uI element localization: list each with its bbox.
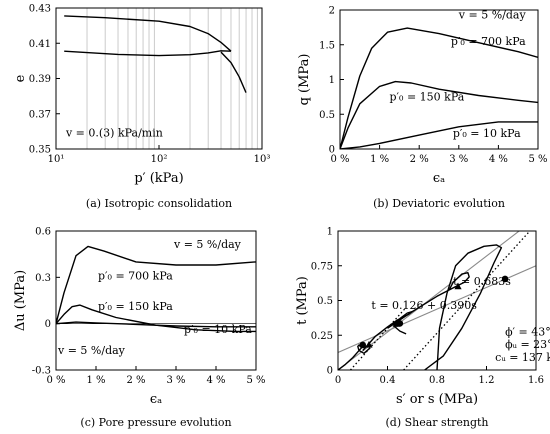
annotation: p′₀ = 10 kPa	[184, 323, 252, 336]
series-line	[220, 51, 247, 93]
series-line	[56, 321, 256, 328]
panel-deviatoric-evolution: 0 % 1 % 2 % 3 % 4 % 5 % 0 0.5 1 1.5 2 ϵₐ q (MPa) v = …	[297, 6, 548, 211]
annotation: cᵤ = 137 kPa	[495, 351, 550, 364]
y-tick-label: 1	[327, 227, 333, 238]
y-tick-label: 2	[329, 6, 335, 17]
x-tick-label: 1.2	[479, 375, 495, 386]
x-tick-label: 5 %	[246, 375, 265, 386]
y-tick-label: 0.35	[29, 145, 51, 156]
annotation: t = 0.683s	[453, 275, 511, 288]
annotation: p′₀ = 10 kPa	[453, 127, 521, 140]
annotation: p′₀ = 150 kPa	[98, 300, 173, 313]
y-axis-label: Δu (MPa)	[13, 270, 28, 331]
plot-frame	[55, 230, 257, 371]
y-axis-label: q (MPa)	[297, 54, 312, 106]
y-tick-label: 0.25	[311, 331, 333, 342]
y-tick-label: 0.39	[29, 74, 51, 85]
y-tick-label: 1.5	[319, 40, 335, 51]
x-tick-label: 5 %	[528, 154, 547, 165]
y-tick-label: 0	[327, 366, 333, 377]
x-tick-label: 1 %	[370, 154, 389, 165]
y-tick-label: 1	[329, 75, 335, 86]
annotation: p′₀ = 700 kPa	[98, 270, 173, 283]
x-tick-label: 2 %	[126, 375, 145, 386]
x-tick-label: 1 %	[86, 375, 105, 386]
x-tick-label: 0 %	[46, 375, 65, 386]
dotted-line	[403, 231, 531, 370]
annotation: v = 5 %/day	[57, 344, 126, 357]
series-line	[424, 244, 503, 370]
y-tick-label: 0.5	[319, 110, 335, 121]
series-line	[56, 245, 256, 324]
y-tick-label: 0.41	[29, 39, 51, 50]
reference-line	[338, 231, 521, 370]
marker-triangle	[454, 282, 462, 290]
series-line	[387, 272, 470, 329]
y-tick-label: 0.3	[35, 273, 51, 284]
x-tick-label: 10³	[254, 154, 271, 165]
y-tick-label: 0.6	[35, 227, 51, 238]
series-line	[64, 15, 232, 52]
y-tick-label: 0	[329, 145, 335, 156]
y-tick-label: 0.37	[29, 109, 51, 120]
x-axis-label: ϵₐ	[150, 392, 162, 407]
plot-area	[338, 231, 536, 370]
x-axis-label: ϵₐ	[433, 171, 445, 186]
series-line	[56, 304, 256, 333]
x-tick-label: 1.6	[528, 375, 544, 386]
annotation: v = 0.(3) kPa/min	[65, 127, 163, 140]
marker-circle	[359, 341, 367, 349]
y-axis-label: t (MPa)	[295, 276, 310, 325]
plot-area	[340, 27, 538, 149]
marker-triangle	[392, 320, 400, 327]
annotation: p′₀ = 700 kPa	[451, 35, 526, 48]
x-tick-label: 0	[335, 375, 341, 386]
panel-isotropic-consolidation: 10¹ 10² 10³ 0.35 0.37 0.39 0.41 0.43 p′ (kPa) e v …	[13, 4, 270, 211]
series-line	[340, 121, 538, 149]
x-tick-label: 0.8	[429, 375, 445, 386]
marker-triangle	[365, 340, 373, 348]
x-tick-label: 3 %	[166, 375, 185, 386]
annotation: v = 5 %/day	[458, 8, 527, 21]
annotation: v = 5 %/day	[173, 238, 242, 251]
x-tick-label: 3 %	[449, 154, 468, 165]
plot-area	[64, 15, 247, 93]
x-tick-label: 4 %	[206, 375, 225, 386]
panel-caption: (a) Isotropic consolidation	[86, 197, 232, 210]
annotation: t = 0.126 + 0.390s	[371, 299, 477, 312]
y-tick-label: 0	[45, 319, 51, 330]
y-tick-label: 0.43	[29, 4, 51, 15]
marker-circle	[501, 275, 509, 283]
x-axis-label: s′ or s (MPa)	[396, 392, 478, 407]
x-axis-label: p′ (kPa)	[134, 171, 183, 186]
y-tick-label: 0.75	[311, 261, 333, 272]
annotation: ϕᵤ = 23°	[505, 338, 550, 351]
panel-caption: (b) Deviatoric evolution	[373, 197, 505, 210]
annotation: p′₀ = 150 kPa	[390, 90, 465, 103]
x-tick-label: 0 %	[330, 154, 349, 165]
series-line	[362, 310, 413, 351]
y-axis-label: e	[13, 74, 28, 82]
series-line	[64, 50, 232, 57]
x-tick-label: 2 %	[410, 154, 429, 165]
annotation: ϕ′ = 43°	[505, 325, 550, 338]
y-tick-label: -0.3	[32, 366, 51, 377]
y-tick-label: 0.5	[317, 296, 333, 307]
x-tick-label: 10¹	[48, 154, 65, 165]
series-line	[340, 80, 538, 149]
x-tick-label: 4 %	[489, 154, 508, 165]
panel-shear-strength: 0 0.4 0.8 1.2 1.6 0 0.25 0.5 0.75 1 s′ or s (MPa) t…	[295, 227, 550, 430]
panel-caption: (d) Shear strength	[385, 416, 488, 429]
x-tick-label: 0.4	[380, 375, 396, 386]
panel-pore-pressure-evolution: 0 % 1 % 2 % 3 % 4 % 5 % -0.3 0 0.3 0.6 ϵₐ Δu (MPa) v…	[13, 227, 266, 430]
x-tick-label: 10²	[151, 154, 168, 165]
plot-area	[56, 245, 256, 333]
series-line	[340, 27, 538, 149]
panel-caption: (c) Pore pressure evolution	[80, 416, 231, 429]
